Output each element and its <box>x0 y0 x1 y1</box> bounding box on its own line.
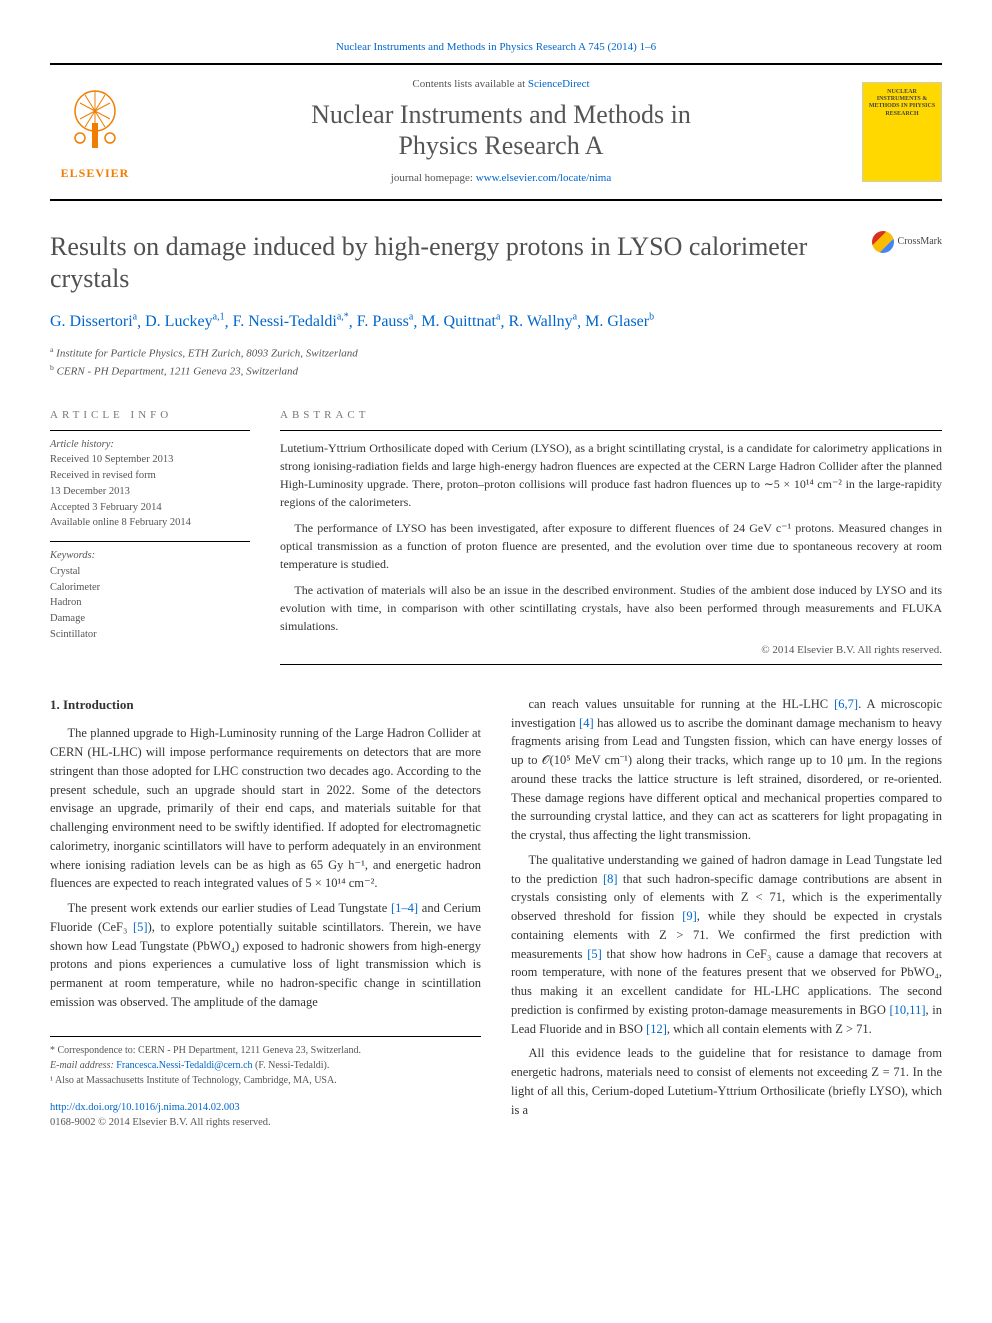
ref-link[interactable]: [1–4] <box>391 901 418 915</box>
email-line: E-mail address: Francesca.Nessi-Tedaldi@… <box>50 1058 481 1073</box>
author[interactable]: M. Glaserb <box>585 313 654 330</box>
contents-available: Contents lists available at ScienceDirec… <box>160 77 842 92</box>
history-line: 13 December 2013 <box>50 484 250 500</box>
body-column-left: 1. Introduction The planned upgrade to H… <box>50 695 481 1131</box>
author[interactable]: G. Dissertoria <box>50 313 137 330</box>
ref-link[interactable]: [5] <box>587 947 602 961</box>
elsevier-label: ELSEVIER <box>61 165 130 182</box>
abstract-text: Lutetium-Yttrium Orthosilicate doped wit… <box>280 430 942 635</box>
author[interactable]: R. Wallnya <box>508 313 577 330</box>
divider-below-header <box>50 199 942 201</box>
abstract-copyright: © 2014 Elsevier B.V. All rights reserved… <box>280 643 942 665</box>
body-paragraph: The present work extends our earlier stu… <box>50 899 481 1012</box>
author[interactable]: F. Nessi-Tedaldia,* <box>233 313 349 330</box>
abstract-paragraph: The performance of LYSO has been investi… <box>280 519 942 573</box>
history-line: Available online 8 February 2014 <box>50 515 250 531</box>
article-history: Article history: Received 10 September 2… <box>50 430 250 532</box>
affiliation: a Institute for Particle Physics, ETH Zu… <box>50 344 942 362</box>
keywords-block: Keywords: CrystalCalorimeterHadronDamage… <box>50 541 250 643</box>
body-paragraph: The planned upgrade to High-Luminosity r… <box>50 724 481 893</box>
journal-homepage: journal homepage: www.elsevier.com/locat… <box>160 171 842 186</box>
ref-link[interactable]: [10,11] <box>890 1003 926 1017</box>
ref-link[interactable]: [12] <box>646 1022 667 1036</box>
divider-top <box>50 63 942 65</box>
corresponding-note: * Correspondence to: CERN - PH Departmen… <box>50 1043 481 1058</box>
history-line: Accepted 3 February 2014 <box>50 500 250 516</box>
ref-link[interactable]: [8] <box>603 872 618 886</box>
keyword: Hadron <box>50 595 250 611</box>
abstract-paragraph: The activation of materials will also be… <box>280 581 942 635</box>
article-info-label: ARTICLE INFO <box>50 408 250 423</box>
history-line: Received 10 September 2013 <box>50 452 250 468</box>
ref-link[interactable]: [9] <box>682 909 697 923</box>
elsevier-tree-icon <box>60 83 130 161</box>
body-paragraph: can reach values unsuitable for running … <box>511 695 942 845</box>
footnote-1: ¹ Also at Massachusetts Institute of Tec… <box>50 1073 481 1088</box>
homepage-link[interactable]: www.elsevier.com/locate/nima <box>476 172 612 184</box>
crossmark-icon <box>872 231 894 253</box>
author-email-link[interactable]: Francesca.Nessi-Tedaldi@cern.ch <box>116 1060 252 1071</box>
keyword: Crystal <box>50 564 250 580</box>
top-citation: Nuclear Instruments and Methods in Physi… <box>50 40 942 55</box>
author[interactable]: D. Luckeya,1 <box>145 313 224 330</box>
sciencedirect-link[interactable]: ScienceDirect <box>528 78 590 90</box>
history-line: Received in revised form <box>50 468 250 484</box>
section-heading-intro: 1. Introduction <box>50 695 481 715</box>
keyword: Scintillator <box>50 627 250 643</box>
crossmark-badge[interactable]: CrossMark <box>852 231 942 253</box>
author-list: G. Dissertoria, D. Luckeya,1, F. Nessi-T… <box>50 310 942 334</box>
article-title: Results on damage induced by high-energy… <box>50 231 852 296</box>
issn-line: 0168-9002 © 2014 Elsevier B.V. All right… <box>50 1115 481 1131</box>
top-journal-link[interactable]: Nuclear Instruments and Methods in Physi… <box>336 41 656 53</box>
doi-link[interactable]: http://dx.doi.org/10.1016/j.nima.2014.02… <box>50 1100 481 1116</box>
footnotes: * Correspondence to: CERN - PH Departmen… <box>50 1036 481 1088</box>
elsevier-logo: ELSEVIER <box>50 82 140 182</box>
author[interactable]: M. Quittnata <box>421 313 500 330</box>
journal-cover-thumbnail: NUCLEAR INSTRUMENTS & METHODS IN PHYSICS… <box>862 82 942 182</box>
abstract-paragraph: Lutetium-Yttrium Orthosilicate doped wit… <box>280 439 942 511</box>
affiliations: a Institute for Particle Physics, ETH Zu… <box>50 344 942 380</box>
journal-name: Nuclear Instruments and Methods in Physi… <box>160 99 842 161</box>
author[interactable]: F. Paussa <box>357 313 414 330</box>
body-paragraph: All this evidence leads to the guideline… <box>511 1044 942 1119</box>
ref-link[interactable]: [6,7] <box>834 697 858 711</box>
affiliation: b CERN - PH Department, 1211 Geneva 23, … <box>50 362 942 380</box>
keyword: Calorimeter <box>50 580 250 596</box>
abstract-label: ABSTRACT <box>280 408 942 423</box>
body-column-right: can reach values unsuitable for running … <box>511 695 942 1131</box>
keyword: Damage <box>50 611 250 627</box>
body-paragraph: The qualitative understanding we gained … <box>511 851 942 1039</box>
journal-header: ELSEVIER Contents lists available at Sci… <box>50 69 942 194</box>
ref-link[interactable]: [5] <box>133 920 148 934</box>
ref-link[interactable]: [4] <box>579 716 594 730</box>
